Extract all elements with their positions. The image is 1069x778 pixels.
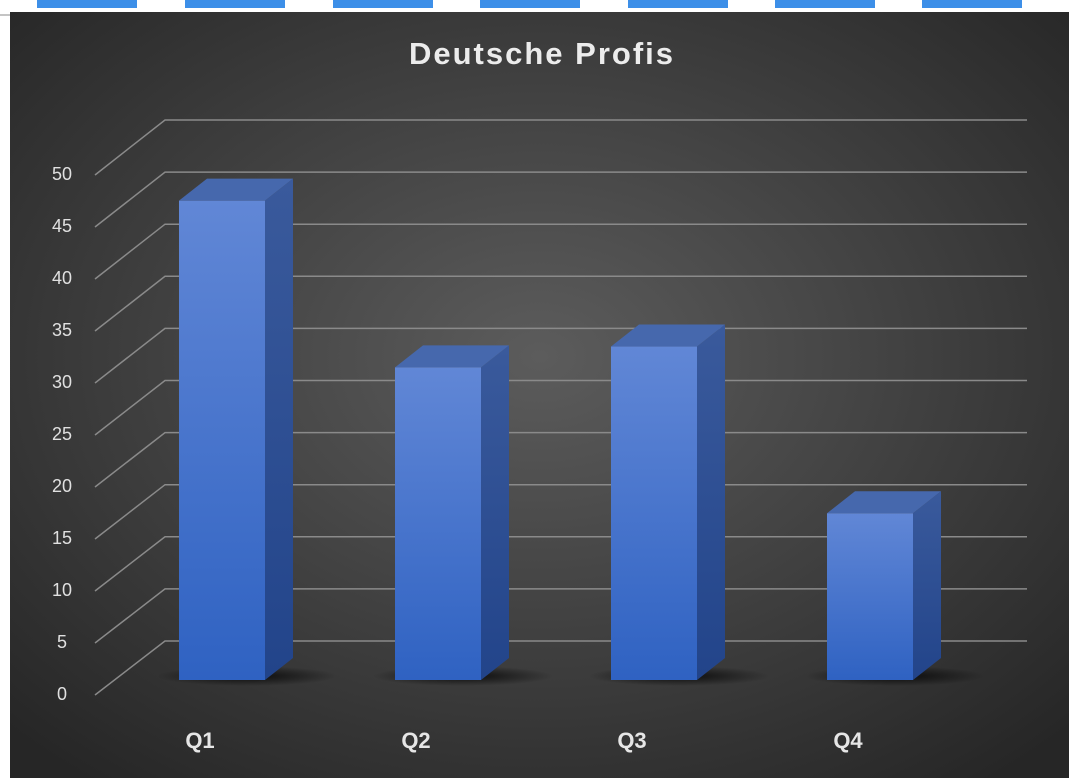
grid-line	[94, 327, 1027, 384]
y-tick-label: 0	[57, 684, 67, 704]
grid-line	[94, 431, 1027, 488]
y-tick-label: 40	[52, 268, 72, 288]
y-tick-label: 5	[57, 632, 67, 652]
bar-top	[827, 491, 941, 514]
bar-top	[611, 324, 725, 347]
y-tick-label: 50	[52, 164, 72, 184]
x-tick-label: Q1	[185, 728, 214, 753]
y-tick-label: 10	[52, 580, 72, 600]
grid-line	[94, 171, 1027, 228]
x-tick-label: Q3	[617, 728, 646, 753]
bar-side	[913, 491, 941, 680]
grid-line	[94, 119, 1027, 176]
bar-side	[697, 324, 725, 680]
y-tick-label: 20	[52, 476, 72, 496]
bar	[179, 200, 265, 680]
grid-line	[94, 275, 1027, 332]
bar-top	[395, 345, 509, 368]
bar	[827, 513, 913, 680]
bar-top	[179, 178, 293, 201]
y-tick-label: 25	[52, 424, 72, 444]
grid-line	[94, 588, 1027, 644]
grid-line	[94, 640, 1027, 696]
bar	[611, 346, 697, 680]
bar	[395, 367, 481, 680]
grid-line	[94, 223, 1027, 280]
y-tick-label: 30	[52, 372, 72, 392]
grid-line	[94, 483, 1027, 540]
y-tick-label: 45	[52, 216, 72, 236]
x-tick-label: Q4	[833, 728, 863, 753]
grid-line	[94, 379, 1027, 436]
chart-title: Deutsche Profis	[409, 36, 675, 71]
grid-line	[94, 536, 1027, 592]
x-tick-label: Q2	[401, 728, 430, 753]
y-tick-label: 35	[52, 320, 72, 340]
bar-side	[265, 178, 293, 680]
y-tick-label: 15	[52, 528, 72, 548]
bar-side	[481, 345, 509, 680]
